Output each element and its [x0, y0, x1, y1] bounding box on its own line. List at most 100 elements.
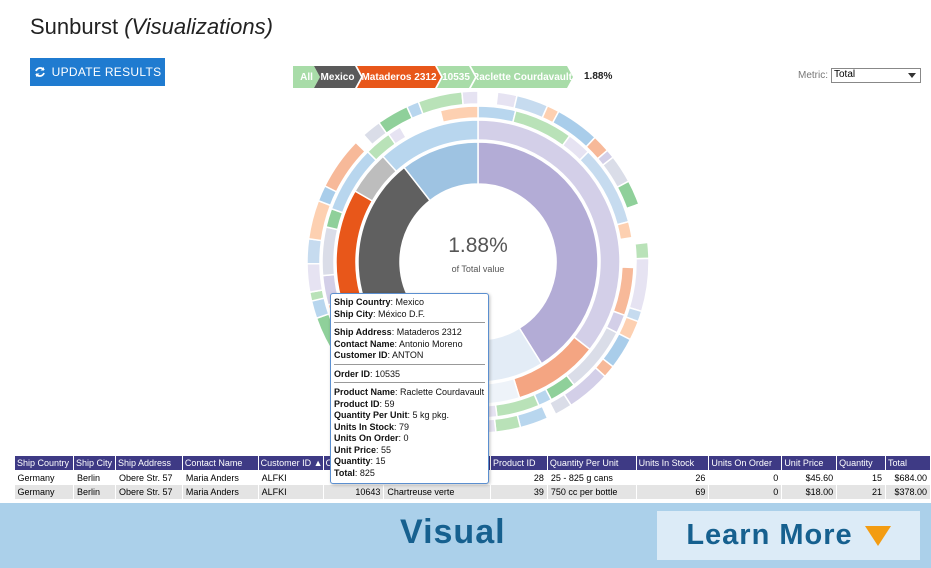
tooltip-line: Product ID: 59 [334, 398, 395, 409]
breadcrumb-item[interactable]: 10535 [437, 66, 475, 88]
tooltip-value: Mexico [395, 297, 425, 307]
center-value: 1.88% [448, 234, 508, 257]
breadcrumb-item[interactable]: Mexico [314, 66, 361, 88]
tooltip-value: 825 [359, 467, 375, 478]
metric-label: Metric: [798, 70, 828, 81]
tooltip-label: Quantity [334, 456, 371, 466]
tooltip-line: Units In Stock: 79 [334, 421, 410, 432]
tooltip-label: Unit Price [334, 444, 377, 455]
sunburst-segment [381, 119, 479, 173]
tooltip-label: Product ID [334, 398, 380, 409]
tooltip: Ship Country: Mexico Ship City: México D.… [330, 293, 489, 484]
table-cell: ALFKI [258, 470, 324, 485]
table-row: Germany Berlin Obere Str. 57 Maria Anders AL… [14, 485, 931, 499]
title: Sunburst (Visualizations) [30, 14, 273, 40]
title-sub: (Visualizations) [124, 14, 273, 39]
tooltip-label: Units In Stock [334, 421, 395, 432]
tooltip-label: Customer ID [334, 350, 388, 360]
tooltip-value: 15 [375, 456, 386, 466]
table-cell: Germany [14, 470, 74, 485]
table-cell: 28 [490, 470, 548, 485]
sunburst-segment [548, 393, 573, 416]
tooltip-value: 0 [403, 433, 409, 443]
metric-select[interactable]: Total [831, 68, 921, 83]
table-cell: 0 [708, 485, 783, 499]
table-cell: $18.00 [781, 485, 838, 499]
sunburst-segment [306, 237, 323, 265]
tooltip-value: 5 kg pkg. [412, 410, 450, 420]
sunburst-segment [321, 226, 339, 277]
table-cell: Germany [14, 485, 74, 499]
table-cell: 26 [636, 470, 710, 485]
metric: Metric: Total [798, 68, 921, 83]
breadcrumb-item[interactable]: All [293, 66, 320, 88]
breadcrumb-item[interactable]: Raclette Courdavault [471, 66, 573, 88]
breadcrumb-item[interactable]: Mataderos 2312 [357, 66, 441, 88]
tooltip-value: 55 [381, 444, 392, 455]
tooltip-line: Units On Order: 0 [334, 433, 409, 443]
table-cell: Berlin [73, 485, 116, 499]
table-cell: Obere Str. 57 [115, 470, 183, 485]
column-header: Total [885, 455, 931, 471]
tooltip-line: Quantity: 15 [334, 456, 386, 466]
sunburst-segment [477, 141, 599, 365]
tooltip-value: 10535 [375, 368, 401, 379]
column-header: Units In Stock [635, 455, 710, 471]
tooltip-label: Total [334, 467, 355, 478]
table-cell: Berlin [73, 470, 116, 485]
cta-label: Learn More [686, 519, 853, 551]
tooltip-line: Contact Name: Antonio Moreno [334, 338, 463, 349]
table-cell: ALFKI [258, 485, 324, 499]
column-header: Quantity [836, 455, 886, 471]
table-cell: $45.60 [781, 470, 838, 485]
tooltip-line: Order ID: 10535 [334, 368, 401, 379]
sunburst-segment [403, 141, 479, 202]
tooltip-value: 79 [399, 421, 410, 432]
sunburst-segment [387, 125, 408, 146]
tooltip-line: Unit Price: 55 [334, 444, 392, 455]
column-header: Product ID [489, 455, 548, 471]
tooltip-value: Antonio Moreno [399, 338, 463, 349]
button-label: UPDATE RESULTS [51, 65, 162, 79]
learn-more[interactable]: Learn More [657, 511, 920, 560]
update-button[interactable]: UPDATE RESULTS [30, 58, 165, 86]
sunburst-segment [461, 90, 479, 106]
table-cell: 10643 [323, 485, 385, 499]
table-cell: $684.00 [885, 470, 931, 485]
title-text: Sunburst [30, 14, 119, 39]
breadcrumb-percent: 1.88% [584, 71, 613, 82]
sunburst-segment [439, 105, 479, 124]
table-cell: 25 - 825 g cans [547, 470, 637, 485]
table-cell: 0 [708, 470, 783, 485]
tooltip-value: Raclette Courdavault [400, 387, 485, 397]
table-cell: Obere Str. 57 [115, 485, 183, 499]
banner-label: Visual [400, 513, 506, 551]
table-cell: Chartreuse verte [383, 485, 491, 499]
column-header: Unit Price [781, 455, 838, 471]
table-cell: 750 cc per bottle [547, 485, 637, 499]
tooltip-label: Ship Country [334, 297, 391, 307]
tooltip-label: Units On Order [334, 433, 399, 443]
sunburst-segment [634, 241, 650, 260]
column-header: Ship City [72, 455, 116, 471]
table-cell: Maria Anders [182, 470, 259, 485]
tooltip-value: México D.F. [378, 308, 426, 319]
tooltip-label: Contact Name [334, 338, 395, 349]
tooltip-label: Quantity Per Unit [334, 410, 408, 420]
column-header: Customer ID ▲ [257, 455, 324, 471]
tooltip-group: Ship Address: Mataderos 2312 Contact Name… [334, 326, 485, 365]
tooltip-line: Total: 825 [334, 467, 375, 478]
table-cell: Maria Anders [182, 485, 259, 499]
sunburst-segment [493, 414, 522, 433]
tooltip-line: Ship Country: Mexico [334, 297, 425, 307]
center-caption: of Total value [452, 264, 505, 274]
tooltip-value: ANTON [392, 350, 424, 360]
column-header: Units On Order [708, 455, 783, 471]
sunburst-segment [306, 262, 324, 294]
column-header: Contact Name [181, 455, 259, 471]
tooltip-line: Ship City: México D.F. [334, 308, 426, 319]
tooltip-group: Order ID: 10535 [334, 368, 485, 383]
table-cell: 39 [490, 485, 548, 499]
tooltip-label: Ship City [334, 308, 374, 319]
